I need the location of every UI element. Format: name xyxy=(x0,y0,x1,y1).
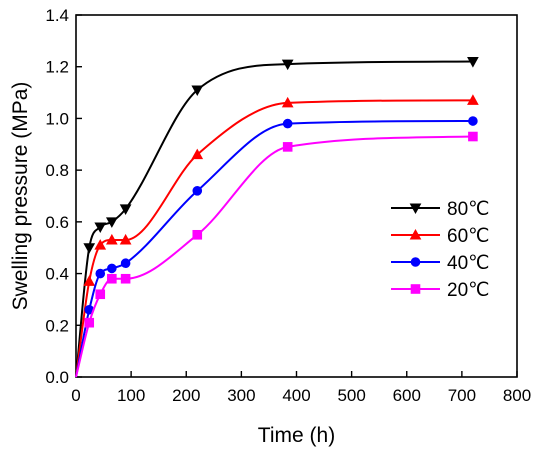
y-tick-label: 0.8 xyxy=(45,161,69,180)
series-group xyxy=(75,57,479,378)
data-point xyxy=(192,186,203,196)
data-point xyxy=(282,142,293,152)
legend-label: 80℃ xyxy=(447,199,489,220)
data-point xyxy=(119,204,132,215)
data-point xyxy=(281,59,294,71)
legend-marker xyxy=(409,228,422,240)
x-tick-label: 200 xyxy=(172,386,200,405)
y-axis-title: Swelling pressure (MPa) xyxy=(9,82,32,311)
data-point xyxy=(282,118,293,129)
legend-label: 40℃ xyxy=(447,253,489,274)
x-tick-label: 600 xyxy=(393,386,421,405)
data-point xyxy=(84,317,95,328)
legend-label: 20℃ xyxy=(447,280,489,301)
y-tick-label: 1.4 xyxy=(45,6,69,25)
series-line xyxy=(75,135,473,378)
data-point xyxy=(467,57,479,68)
data-point xyxy=(468,131,478,142)
plot-frame xyxy=(75,14,518,378)
data-point xyxy=(95,268,106,279)
data-point xyxy=(119,233,132,245)
data-point xyxy=(192,229,203,240)
y-tick-label: 0.0 xyxy=(45,368,69,387)
data-point xyxy=(191,85,204,97)
data-point xyxy=(94,239,107,250)
y-tick-label: 1.2 xyxy=(45,58,69,77)
data-point xyxy=(105,217,118,228)
y-tick-label: 1.0 xyxy=(45,109,69,128)
data-point xyxy=(467,94,479,105)
data-point xyxy=(120,273,131,284)
legend-marker xyxy=(409,203,422,215)
legend-marker xyxy=(410,284,421,294)
x-tick-label: 800 xyxy=(503,386,531,405)
x-tick-label: 500 xyxy=(337,386,365,405)
data-point xyxy=(120,258,131,269)
x-tick-label: 300 xyxy=(227,386,255,405)
x-tick-label: 0 xyxy=(71,386,80,405)
x-tick-label: 400 xyxy=(282,386,310,405)
data-point xyxy=(107,263,117,274)
y-tick-label: 0.6 xyxy=(45,213,69,232)
x-axis-title: Time (h) xyxy=(258,424,335,447)
legend-marker xyxy=(410,257,421,267)
x-tick-label: 100 xyxy=(117,386,145,405)
data-point xyxy=(83,243,96,254)
data-point xyxy=(94,222,107,234)
legend-label: 60℃ xyxy=(447,226,489,247)
data-point xyxy=(107,273,117,284)
data-point xyxy=(105,233,118,245)
series-line xyxy=(75,60,473,378)
x-tick-label: 700 xyxy=(448,386,476,405)
y-tick-label: 0.2 xyxy=(45,316,69,335)
data-point xyxy=(468,116,478,126)
data-point xyxy=(83,275,96,286)
legend: 80℃ 60℃ 40℃ 20℃ xyxy=(391,199,489,301)
y-tick-label: 0.4 xyxy=(45,265,69,284)
data-point xyxy=(95,289,106,300)
series-line xyxy=(75,120,473,378)
data-point xyxy=(191,148,204,160)
axis-ticks: 0 100 200 300 400 500 600 700 800 0.0 0.2 0.4 0.6 0.8… xyxy=(45,6,531,405)
data-point xyxy=(281,96,294,108)
